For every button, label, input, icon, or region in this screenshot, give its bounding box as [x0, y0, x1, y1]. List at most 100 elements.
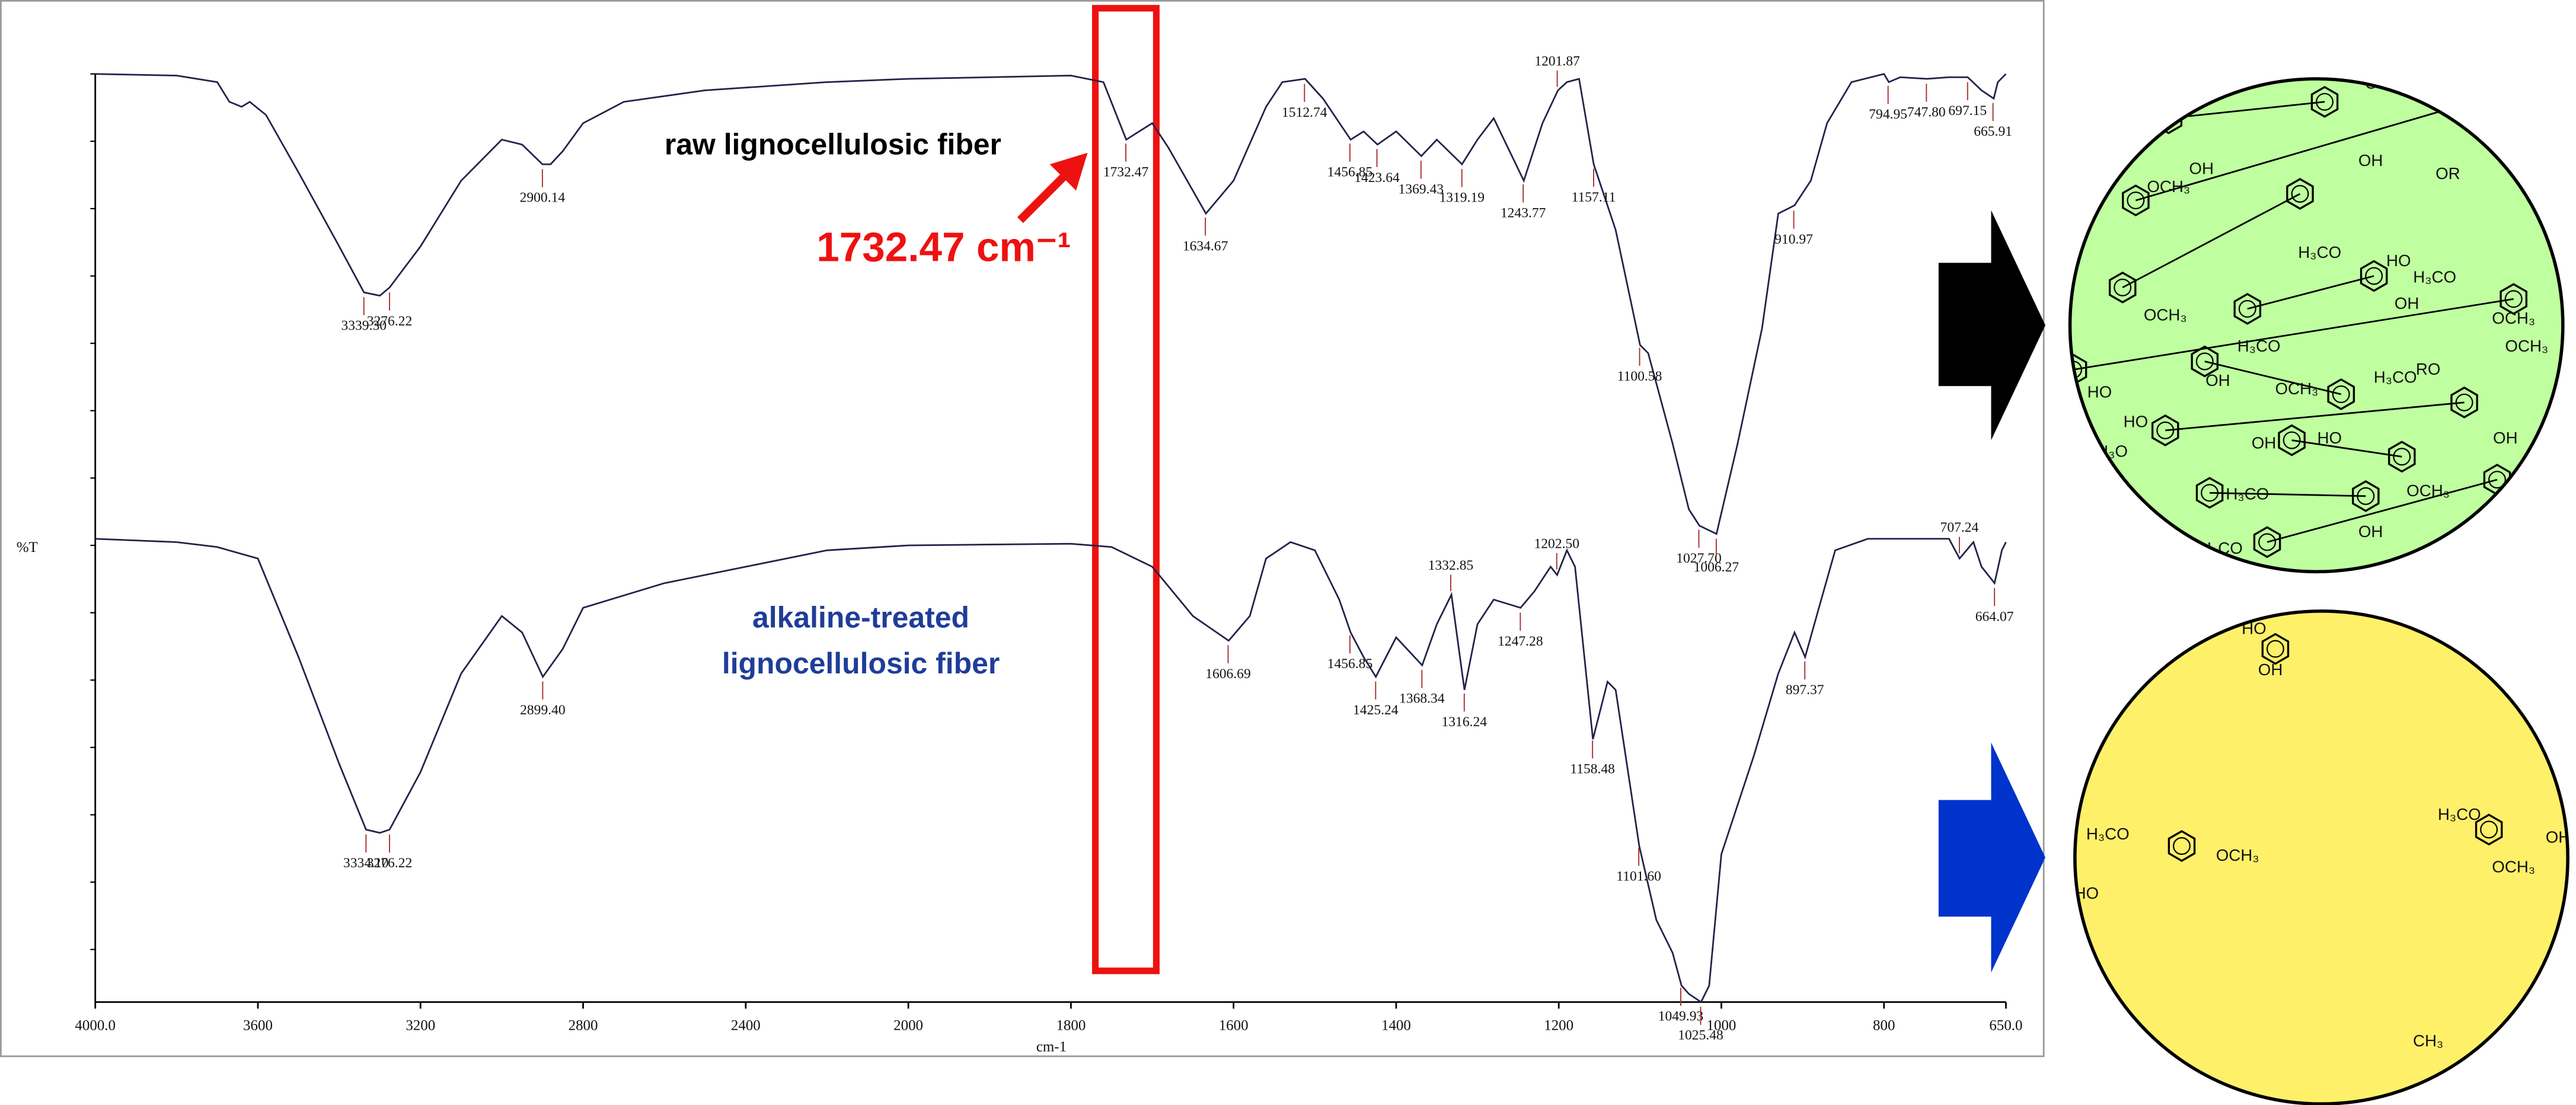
ring: [2168, 830, 2196, 862]
peak-label: 665.91: [1974, 124, 2012, 139]
peak-label: 2900.14: [520, 190, 566, 206]
structure-label: OR: [2435, 164, 2460, 183]
peak-label: 1319.19: [1439, 190, 1485, 206]
structure-label: OH: [2189, 159, 2214, 178]
bond: [2204, 360, 2342, 395]
structure-label: CH₃: [2413, 1031, 2443, 1050]
peak-label: 1100.58: [1617, 369, 1662, 384]
structure-label: HO: [2504, 81, 2529, 99]
ring: [2286, 178, 2314, 210]
y-axis-label: %T: [17, 539, 38, 555]
bond: [2165, 401, 2465, 432]
ring-inner: [2195, 352, 2214, 371]
bond: [2073, 298, 2514, 371]
ring-inner: [2114, 278, 2132, 296]
peak-label: 1332.85: [1428, 558, 1474, 573]
peak-label: 1423.64: [1354, 170, 1400, 186]
peak-label: 1027.70: [1676, 551, 1722, 566]
ring: [2195, 477, 2224, 509]
ring-inner: [2332, 385, 2350, 404]
peak-label: 1006.27: [1694, 560, 1739, 575]
structure-label: OH: [2358, 522, 2383, 541]
series-label: raw lignocellulosic fiber: [665, 127, 1001, 161]
peak-label: 1634.67: [1183, 238, 1228, 254]
structure-label: OH: [2258, 660, 2283, 679]
spectrum-line: [95, 73, 2007, 535]
structure-label: HO: [2120, 71, 2145, 89]
bond: [2135, 106, 2457, 202]
structure-label: HO: [2074, 884, 2099, 902]
peak-label: 1049.93: [1658, 1009, 1704, 1024]
peak-label: 1316.24: [1442, 714, 1487, 730]
structure-label: HO: [2087, 383, 2112, 401]
ring: [2233, 293, 2262, 325]
peak-label: 1369.43: [1399, 181, 1444, 197]
structure-label: HO: [2124, 412, 2149, 430]
ring-inner: [2172, 837, 2191, 855]
peak-label: 1425.24: [1353, 702, 1399, 718]
arrow-head: [1049, 152, 1088, 191]
ring-inner: [2504, 290, 2523, 308]
structure-label: H₃CO: [2226, 484, 2269, 503]
plot-frame: [0, 0, 2045, 1058]
structure-label: OH: [2395, 294, 2419, 312]
x-tick-label: 1400: [1381, 1017, 1411, 1033]
ring: [2253, 526, 2281, 558]
x-tick-label: 2800: [569, 1017, 598, 1033]
structure-label: H₃CO: [2413, 268, 2456, 286]
structure-label: H₃CO: [2052, 1066, 2095, 1084]
bond: [2247, 275, 2374, 310]
structure-label: H₃CO: [2200, 539, 2243, 557]
x-tick-label: 800: [1873, 1017, 1895, 1033]
peak-label: 664.07: [1975, 609, 2014, 624]
ring-inner: [2365, 267, 2383, 285]
arrow: [1938, 210, 2045, 440]
ring: [2352, 480, 2380, 512]
peak-label: 910.97: [1774, 232, 1813, 247]
structure-label: RO: [2416, 360, 2441, 378]
peak-label: 1247.28: [1498, 634, 1543, 649]
ring-inner: [2127, 191, 2145, 210]
structure-label: OCH₃: [2492, 857, 2535, 876]
structure-label: OH: [2493, 429, 2518, 447]
structure-label: OCH₃: [2144, 305, 2187, 324]
highlight-box: [1091, 5, 1160, 975]
peak-label: 747.80: [1907, 105, 1946, 120]
ring: [2278, 424, 2306, 456]
ring: [2360, 260, 2388, 292]
x-tick-label: 650.0: [1989, 1017, 2022, 1033]
structure-label: H₃CO: [2374, 368, 2417, 387]
x-tick-label: 3200: [406, 1017, 435, 1033]
ring-inner: [2447, 98, 2465, 116]
structure-label: H₃CO: [2237, 337, 2281, 355]
structure-label: H₃CO: [2086, 825, 2130, 843]
ring: [2327, 378, 2355, 410]
ring: [2191, 345, 2219, 378]
peak-label: 1243.77: [1501, 205, 1546, 221]
peak-label: 1202.50: [1534, 536, 1579, 552]
highlight-label: 1732.47 cm⁻¹: [816, 224, 1071, 270]
ring: [2450, 387, 2478, 419]
structure-label: OH: [2252, 434, 2277, 452]
peak-label: 897.37: [1786, 682, 1824, 698]
x-tick-label: 3600: [243, 1017, 273, 1033]
peak-label: 3276.22: [367, 855, 413, 871]
peak-label: 1101.60: [1616, 868, 1661, 884]
peak-label: 1732.47: [1103, 165, 1149, 180]
series-label-box: alkaline-treated lignocellulosic fiber: [722, 601, 1000, 680]
structure-circle: [2068, 77, 2565, 574]
peak-label: 1201.87: [1534, 54, 1580, 69]
peak-label: 1606.69: [1205, 666, 1251, 682]
peak-label: 794.95: [1869, 107, 1907, 122]
peak-label: 1456.85: [1327, 656, 1373, 672]
ring-inner: [2238, 300, 2256, 318]
spectrum-line: [95, 538, 2007, 1004]
peak-label: 1368.34: [1399, 691, 1445, 707]
peak-label: 3276.22: [367, 314, 413, 329]
peak-label: 1512.74: [1282, 105, 1327, 120]
structure-label: H₃CO: [2438, 805, 2481, 823]
structure-label: OCH₃: [2505, 337, 2548, 355]
